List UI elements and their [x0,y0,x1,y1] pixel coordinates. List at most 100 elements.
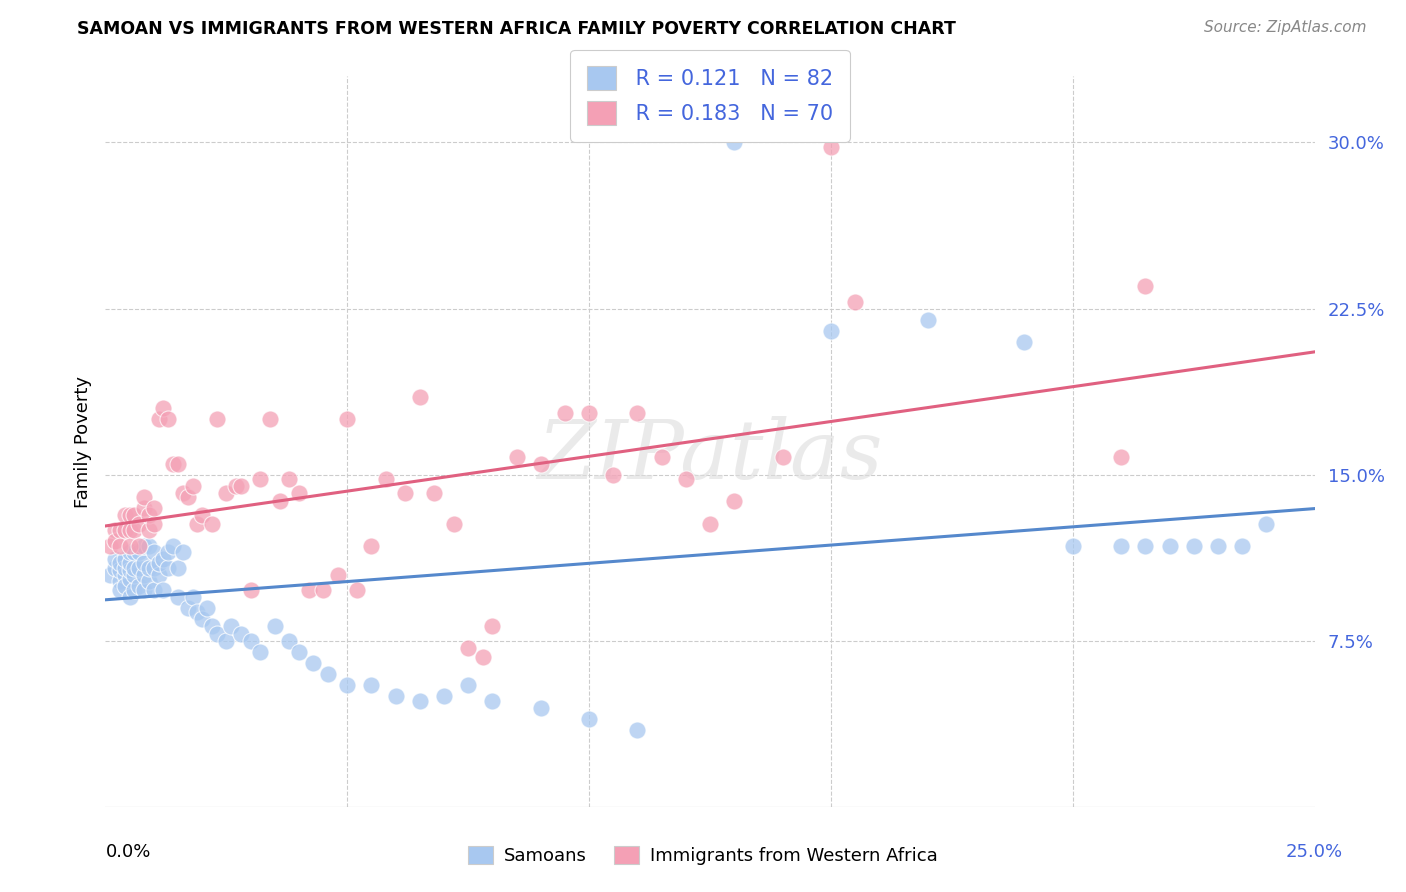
Point [917,312,939,326]
Point [195,600,218,615]
Point [114,523,136,537]
Point [108,563,131,577]
Point [128,545,150,559]
Point [157,412,180,426]
Point [263,618,285,632]
Point [481,618,503,632]
Point [118,590,141,604]
Point [114,552,136,566]
Point [457,640,479,655]
Point [626,723,648,737]
Point [626,406,648,420]
Point [138,539,160,553]
Point [167,590,190,604]
Point [191,612,214,626]
Point [124,561,146,575]
Point [820,140,842,154]
Point [409,390,432,404]
Point [1135,539,1157,553]
Point [249,645,271,659]
Point [152,401,174,416]
Point [1062,539,1084,553]
Text: 0.0%: 0.0% [105,843,150,861]
Point [409,694,432,708]
Point [138,508,160,522]
Point [530,457,553,471]
Point [118,563,141,577]
Point [134,490,156,504]
Point [723,136,745,150]
Point [312,582,335,597]
Point [336,678,359,692]
Point [167,457,190,471]
Point [142,516,165,531]
Point [108,582,131,597]
Point [602,467,624,482]
Point [118,539,141,553]
Point [176,490,198,504]
Point [505,450,527,464]
Point [98,539,121,553]
Point [114,508,136,522]
Text: SAMOAN VS IMMIGRANTS FROM WESTERN AFRICA FAMILY POVERTY CORRELATION CHART: SAMOAN VS IMMIGRANTS FROM WESTERN AFRICA… [77,20,956,37]
Point [302,656,325,670]
Legend:  R = 0.121   N = 82,  R = 0.183   N = 70: R = 0.121 N = 82, R = 0.183 N = 70 [571,50,849,142]
Point [229,627,252,641]
Point [108,523,131,537]
Point [124,545,146,559]
Point [215,485,238,500]
Point [288,485,311,500]
Point [181,479,204,493]
Point [142,582,165,597]
Point [1230,539,1253,553]
Point [288,645,311,659]
Text: Source: ZipAtlas.com: Source: ZipAtlas.com [1204,20,1367,35]
Point [138,561,160,575]
Point [186,516,208,531]
Point [152,582,174,597]
Point [128,516,150,531]
Point [375,472,398,486]
Point [118,545,141,559]
Point [346,582,368,597]
Point [205,412,228,426]
Point [186,605,208,619]
Point [1256,516,1278,531]
Point [336,412,359,426]
Point [1182,539,1205,553]
Y-axis label: Family Poverty: Family Poverty [73,376,91,508]
Point [162,457,184,471]
Point [675,472,697,486]
Point [162,539,184,553]
Point [384,690,406,704]
Point [167,561,190,575]
Point [259,412,281,426]
Point [578,406,600,420]
Point [326,567,349,582]
Point [134,557,156,571]
Point [118,523,141,537]
Point [578,712,600,726]
Point [219,618,242,632]
Point [1135,279,1157,293]
Point [772,450,794,464]
Text: 25.0%: 25.0% [1285,843,1343,861]
Point [239,582,262,597]
Point [148,412,170,426]
Point [134,582,156,597]
Point [278,472,301,486]
Point [844,294,866,309]
Point [128,539,150,553]
Point [172,485,194,500]
Point [114,561,136,575]
Point [394,485,416,500]
Point [530,700,553,714]
Point [229,479,252,493]
Point [316,667,339,681]
Point [360,678,382,692]
Point [118,557,141,571]
Point [124,582,146,597]
Point [104,534,127,549]
Point [297,582,319,597]
Point [205,627,228,641]
